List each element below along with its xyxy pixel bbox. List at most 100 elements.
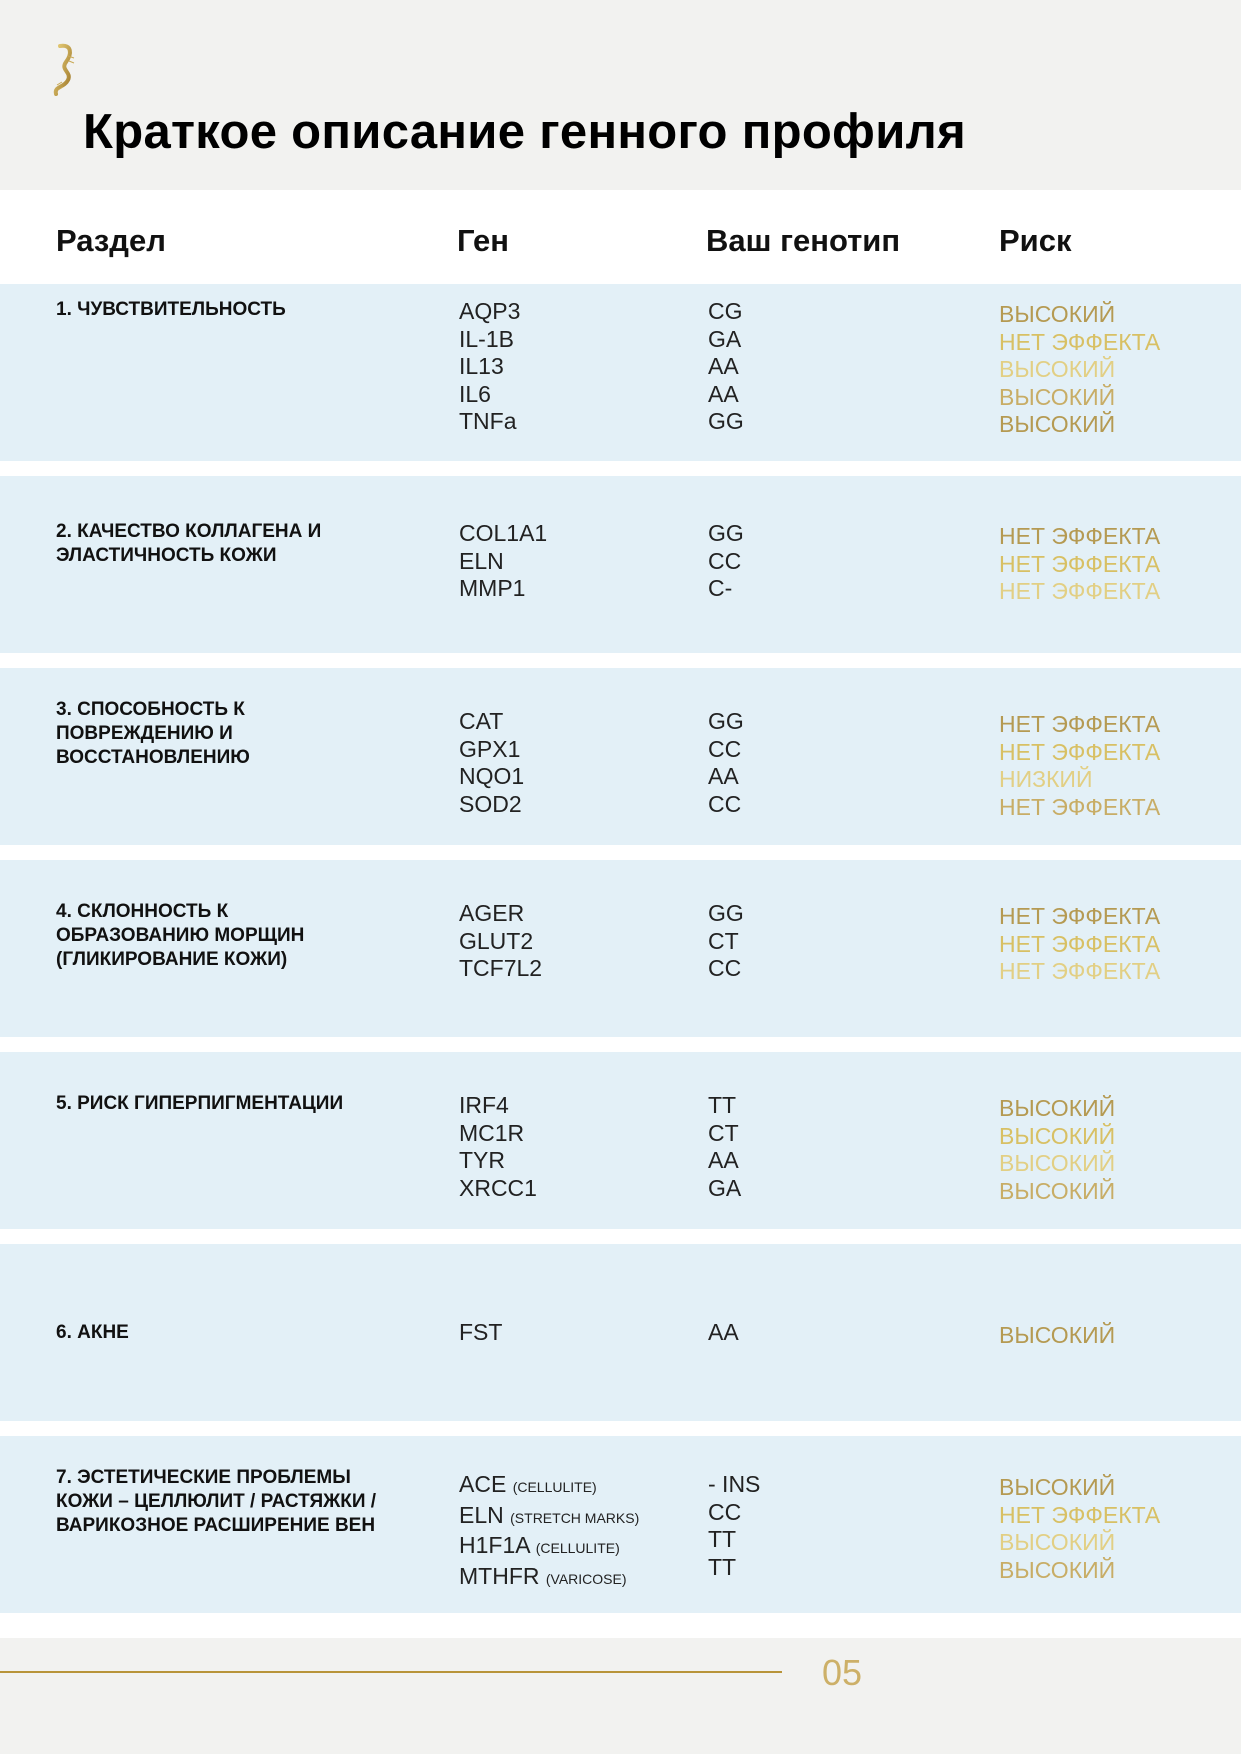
genotype-value: AA	[708, 763, 739, 789]
risk-level: ВЫСОКИЙ	[999, 1474, 1116, 1500]
section-label: 7. Эстетические проблемы кожи – целлюлит…	[56, 1467, 377, 1536]
risk-level: ВЫСОКИЙ	[999, 383, 1116, 410]
header-risk: Риск	[999, 223, 1072, 258]
risk-level: НЕТ ЭФФЕКТА	[999, 1501, 1161, 1528]
gene-name: GPX1	[459, 735, 521, 762]
gene-note: (CELLULITE)	[535, 1540, 620, 1556]
risk-level: НИЗКИЙ	[999, 766, 1093, 792]
section-label: 4. Склонность к образованию морщин (глик…	[56, 901, 305, 970]
section-label: 2. Качество коллагена и эластичность кож…	[56, 521, 322, 566]
genotype-value: CC	[708, 547, 742, 574]
risk-level: НЕТ ЭФФЕКТА	[999, 578, 1161, 604]
risk-level: ВЫСОКИЙ	[999, 1150, 1116, 1176]
page-number: 05	[822, 1652, 863, 1693]
gene-name: NQO1	[459, 763, 525, 789]
risk-level: НЕТ ЭФФЕКТА	[999, 523, 1161, 549]
risk-level: НЕТ ЭФФЕКТА	[999, 958, 1161, 984]
risk-level: ВЫСОКИЙ	[999, 1095, 1116, 1121]
geno-column: GG CC AA CC	[708, 708, 744, 818]
genotype-value: GG	[708, 900, 744, 926]
risk-column: НЕТ ЭФФЕКТА НЕТ ЭФФЕКТА НЕТ ЭФФЕКТА	[999, 523, 1160, 606]
geno-column: - INS CC TT TT	[708, 1471, 760, 1581]
genotype-value: CC	[708, 790, 742, 817]
dna-logo-icon	[53, 43, 75, 96]
header-genotype: Ваш генотип	[706, 223, 901, 258]
risk-column: ВЫСОКИЙ ВЫСОКИЙ ВЫСОКИЙ ВЫСОКИЙ	[999, 1095, 1115, 1205]
geno-column: CG GA AA AA GG	[708, 298, 744, 436]
gene-name: MTHFR	[459, 1562, 540, 1589]
gene-column: IRF4 MC1R TYR XRCC1	[459, 1092, 537, 1202]
gene-column: CAT GPX1 NQO1 SOD2	[459, 708, 524, 818]
risk-level: ВЫСОКИЙ	[999, 1529, 1116, 1555]
gene-column: ACE (CELLULITE) ELN (STRETCH MARKS) H1F1A …	[459, 1471, 639, 1593]
table-row: 6. Акне FST AA ВЫСОКИЙ	[0, 1244, 1241, 1421]
gene-name: TYR	[459, 1147, 505, 1173]
header-gene: Ген	[457, 223, 509, 258]
genotype-value: CT	[708, 927, 739, 954]
risk-level: ВЫСОКИЙ	[999, 1321, 1116, 1348]
gene-profile-table: Раздел Ген Ваш генотип Риск 1. Чувствите…	[0, 190, 1241, 1638]
page-title: Краткое описание генного профиля	[83, 105, 966, 159]
risk-level: ВЫСОКИЙ	[999, 411, 1116, 437]
section-label: 6. Акне	[56, 1321, 129, 1343]
gene-name: IRF4	[459, 1092, 509, 1118]
gene-name: ACE	[459, 1471, 507, 1497]
gene-name: IL-1B	[459, 325, 514, 352]
table-row: 7. Эстетические проблемы кожи – целлюлит…	[0, 1436, 1241, 1613]
risk-level: НЕТ ЭФФЕКТА	[999, 550, 1161, 577]
gene-note: (STRETCH MARKS)	[510, 1509, 640, 1526]
risk-level: НЕТ ЭФФЕКТА	[999, 711, 1161, 737]
risk-level: НЕТ ЭФФЕКТА	[999, 903, 1161, 929]
genotype-value: CC	[708, 955, 742, 981]
gene-column: COL1A1 ELN MMP1	[459, 520, 547, 603]
gene-name: GLUT2	[459, 927, 534, 954]
geno-column: AA	[708, 1319, 739, 1347]
risk-level: НЕТ ЭФФЕКТА	[999, 328, 1161, 355]
table-row: 4. Склонность к образованию морщин (глик…	[0, 860, 1241, 1037]
genotype-value: GG	[708, 408, 744, 434]
gene-name: ELN	[459, 1501, 504, 1528]
gene-name: IL6	[459, 380, 491, 407]
risk-column: ВЫСОКИЙ НЕТ ЭФФЕКТА ВЫСОКИЙ ВЫСОКИЙ	[999, 1474, 1160, 1584]
genotype-value: CG	[708, 298, 743, 324]
gene-note: (VARICOSE)	[545, 1570, 627, 1587]
gene-name: FST	[459, 1318, 503, 1345]
gene-name: AQP3	[459, 298, 521, 324]
table-row: 3. Способность к повреждению и восстанов…	[0, 668, 1241, 845]
table-row: 5. Риск гиперпигментации IRF4 MC1R TYR XRCC1…	[0, 1052, 1241, 1229]
gene-column: AGER GLUT2 TCF7L2	[459, 900, 542, 983]
gene-name: IL13	[459, 353, 504, 379]
gene-name: AGER	[459, 900, 525, 926]
section-label: 5. Риск гиперпигментации	[56, 1093, 344, 1114]
genotype-value: TT	[708, 1526, 737, 1552]
gene-name: TCF7L2	[459, 955, 543, 981]
section-label: 1. Чувствительность	[56, 299, 286, 320]
genotype-value: GG	[708, 520, 744, 546]
table-row: 1. Чувствительность AQP3 IL-1B IL13 IL6 TNFa C…	[0, 284, 1241, 461]
gene-name: CAT	[459, 708, 504, 734]
risk-level: НЕТ ЭФФЕКТА	[999, 793, 1161, 820]
risk-column: НЕТ ЭФФЕКТА НЕТ ЭФФЕКТА НИЗКИЙ НЕТ ЭФФЕКТА	[999, 711, 1160, 821]
genotype-value: - INS	[708, 1471, 761, 1497]
genotype-value: AA	[708, 1147, 739, 1173]
genotype-value: C-	[708, 575, 733, 601]
gene-note: (CELLULITE)	[512, 1479, 597, 1495]
gene-name: MMP1	[459, 575, 526, 601]
genotype-value: TT	[708, 1092, 737, 1118]
risk-level: ВЫСОКИЙ	[999, 1177, 1116, 1204]
risk-column: ВЫСОКИЙ	[999, 1322, 1115, 1350]
risk-level: ВЫСОКИЙ	[999, 301, 1116, 327]
genotype-value: GA	[708, 325, 742, 352]
gene-name: SOD2	[459, 790, 522, 817]
genotype-value: CC	[708, 1498, 742, 1525]
gene-name: MC1R	[459, 1119, 525, 1146]
geno-column: TT CT AA GA	[708, 1092, 741, 1202]
genotype-value: AA	[708, 380, 739, 407]
gene-name: ELN	[459, 547, 504, 574]
table-row: 2. Качество коллагена и эластичность кож…	[0, 476, 1241, 653]
genotype-value: GA	[708, 1174, 742, 1201]
geno-column: GG CT CC	[708, 900, 744, 983]
gene-column: AQP3 IL-1B IL13 IL6 TNFa	[459, 298, 520, 436]
risk-level: ВЫСОКИЙ	[999, 1556, 1116, 1583]
gene-name: TNFa	[459, 408, 517, 434]
